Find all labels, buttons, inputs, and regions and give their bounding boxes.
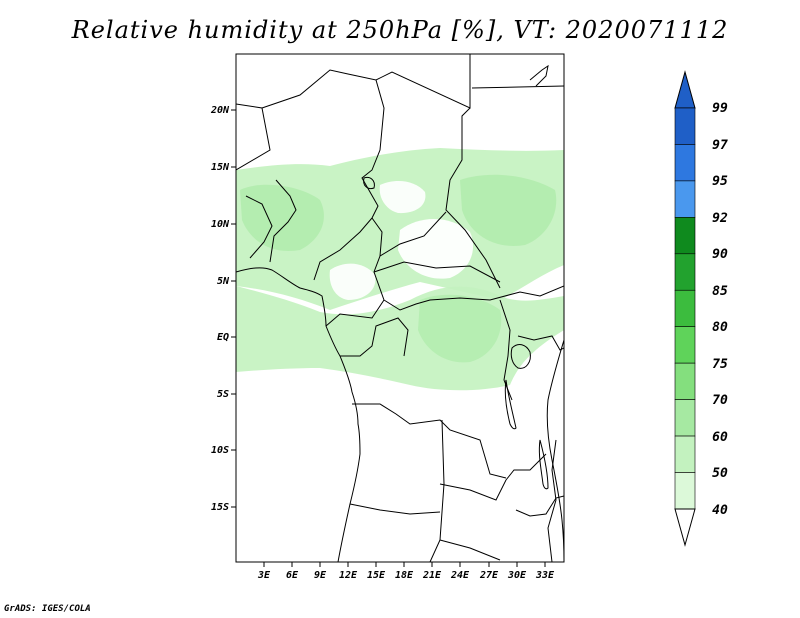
border-north-2 [261, 54, 471, 109]
legend-label: 97 [712, 138, 728, 153]
legend-swatch [674, 144, 696, 182]
longitude-labels: 3E 6E 9E 12E 15E 18E 21E 24E 27E 30E 33E [257, 570, 555, 581]
border-east-2 [547, 439, 557, 562]
border-mid-6 [373, 261, 501, 283]
humidity-shading [236, 148, 564, 391]
lat-label: 10S [211, 445, 229, 456]
border-mid-9 [340, 317, 409, 357]
sinai-coast [529, 64, 549, 87]
lat-label: 20N [210, 105, 230, 116]
border-mid-3 [313, 217, 373, 281]
lake-chad [363, 177, 375, 189]
border-mid-2 [245, 195, 273, 259]
legend-labels: 99 97 95 92 90 85 80 75 70 60 50 40 [712, 101, 728, 518]
border-mid-1 [269, 179, 297, 263]
lon-label: 3E [257, 570, 271, 581]
border-north-3 [361, 79, 385, 219]
legend-label: 90 [712, 247, 728, 262]
legend-swatch [674, 217, 696, 255]
legend-swatch [674, 435, 696, 473]
lat-label: 5N [217, 276, 230, 287]
longitude-axis [263, 562, 546, 567]
legend-label: 85 [712, 284, 728, 299]
legend-swatch [674, 362, 696, 400]
legend-label: 75 [712, 357, 728, 372]
coastlines-borders [236, 54, 564, 562]
legend-top-arrow [674, 70, 696, 109]
border-south-3 [439, 453, 547, 501]
latitude-labels: 20N 15N 10N 5N EQ 5S 10S 15S [210, 105, 230, 513]
legend-swatch [674, 326, 696, 364]
legend-label: 99 [712, 101, 728, 116]
legend-swatch [674, 180, 696, 218]
legend-swatch [674, 253, 696, 291]
lon-label: 9E [314, 570, 327, 581]
color-legend: 99 97 95 92 90 85 80 75 70 60 50 40 [674, 70, 728, 547]
lake-victoria [510, 344, 531, 369]
humidity-patch-central [418, 294, 502, 363]
border-south-5 [439, 539, 501, 561]
border-mid-10 [499, 299, 513, 401]
lake-tanganyika [504, 379, 517, 430]
legend-label: 80 [712, 320, 728, 335]
legend-label: 40 [712, 503, 728, 518]
lon-label: 12E [339, 570, 358, 581]
legend-label: 60 [712, 430, 728, 445]
border-mid-5 [379, 211, 447, 257]
legend-swatches [674, 107, 696, 510]
humidity-gap-west [329, 263, 376, 300]
border-mid-7 [383, 285, 564, 311]
chart-title: Relative humidity at 250hPa [%], VT: 202… [71, 16, 729, 44]
lon-label: 33E [535, 570, 555, 581]
legend-label: 92 [712, 211, 728, 226]
border-south-2 [429, 419, 445, 562]
humidity-gap-north [379, 180, 426, 214]
lat-label: 15S [211, 502, 229, 513]
lon-label: 21E [422, 570, 442, 581]
legend-bottom-arrow [674, 508, 696, 547]
lon-label: 18E [395, 570, 414, 581]
border-south-4 [349, 503, 441, 515]
border-mid-11 [517, 335, 564, 351]
border-north-4 [445, 107, 501, 289]
border-north-1 [236, 103, 271, 171]
lat-label: 10N [211, 219, 230, 230]
border-east-1 [471, 85, 564, 89]
humidity-band-coast [236, 286, 564, 391]
lon-label: 30E [507, 570, 527, 581]
legend-label: 95 [712, 174, 728, 189]
border-mid-8 [325, 299, 385, 327]
coastline-east-africa [546, 339, 564, 562]
humidity-patch-east [460, 174, 557, 246]
legend-swatch [674, 399, 696, 437]
legend-swatch [674, 472, 696, 510]
humidity-patch-west [240, 184, 324, 251]
legend-label: 70 [712, 393, 728, 408]
lon-label: 24E [450, 570, 470, 581]
lon-label: 15E [367, 570, 386, 581]
legend-swatch [674, 107, 696, 145]
map-frame [235, 53, 565, 563]
legend-swatch [674, 289, 696, 328]
lon-label: 6E [286, 570, 299, 581]
lon-label: 27E [479, 570, 499, 581]
grads-credit: GrADS: IGES/COLA [4, 604, 91, 614]
humidity-gap-central [398, 218, 474, 279]
lat-label: 5S [217, 389, 229, 400]
border-south-1 [352, 403, 507, 479]
lat-label: 15N [211, 162, 230, 173]
legend-label: 50 [712, 466, 728, 481]
latitude-axis [231, 109, 236, 508]
lake-malawi [538, 439, 549, 490]
lat-label: EQ [217, 332, 229, 343]
border-south-6 [515, 495, 564, 517]
